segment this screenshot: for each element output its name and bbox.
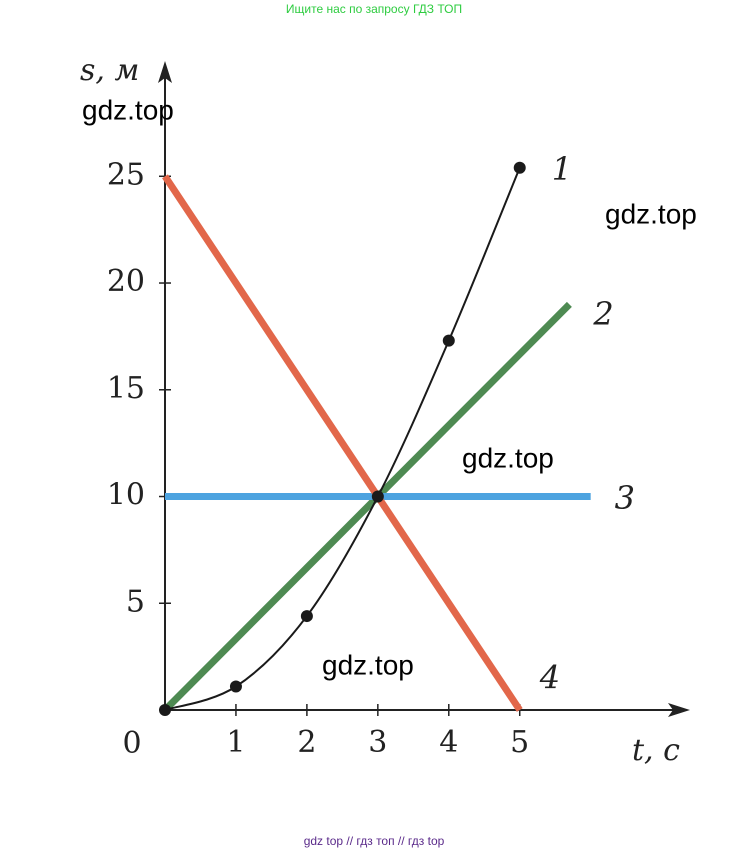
watermark: gdz.top (322, 649, 414, 680)
x-tick-label: 2 (297, 725, 316, 760)
x-axis-arrow (668, 703, 690, 717)
x-axis-label: t, с (632, 733, 680, 768)
series-label: 3 (615, 479, 635, 517)
footer: gdz top // гдз топ // гдз top (304, 834, 445, 848)
point (300, 610, 313, 623)
y-tick-label: 5 (126, 584, 145, 619)
point (442, 334, 455, 347)
series-label: 1 (552, 150, 572, 188)
x-tick-label: 1 (226, 725, 245, 760)
x-tick-label: 4 (439, 725, 458, 760)
y-tick-label: 15 (107, 371, 145, 406)
series-line (162, 301, 572, 713)
y-axis-label: s, м (80, 53, 139, 88)
point (159, 704, 171, 716)
x-tick-label: 5 (510, 725, 529, 760)
x-tick-label: 3 (368, 725, 387, 760)
watermark: gdz.top (462, 442, 554, 473)
watermark: gdz.top (605, 198, 697, 229)
series-line (162, 174, 523, 712)
series-label: 2 (592, 295, 613, 333)
y-tick-label: 10 (107, 478, 145, 513)
y-axis-arrow (158, 61, 172, 83)
point (229, 680, 242, 693)
series-label: 4 (539, 659, 560, 697)
origin-label: 0 (122, 726, 141, 761)
point (513, 161, 526, 174)
point (371, 490, 384, 503)
watermark: gdz.top (82, 94, 174, 125)
y-tick-label: 25 (107, 157, 145, 192)
header: Ищите нас по запросу ГДЗ ТОП (286, 2, 462, 16)
y-tick-label: 20 (107, 264, 145, 299)
